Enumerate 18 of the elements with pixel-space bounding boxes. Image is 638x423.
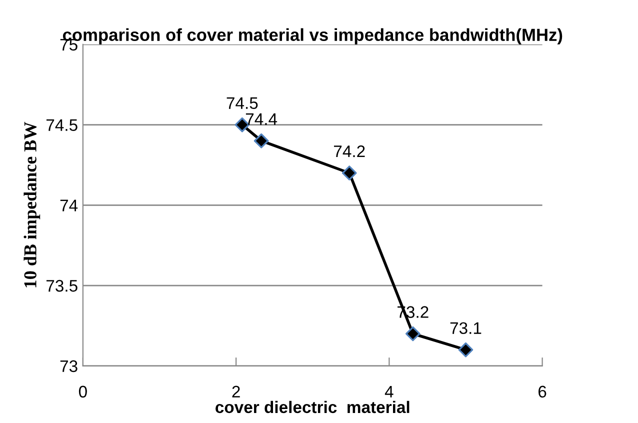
y-tick-label: 73: [60, 360, 78, 372]
point: [254, 133, 269, 148]
x-axis-title: cover dielectric material: [216, 400, 410, 414]
y-tick-label: 73.5: [46, 280, 78, 292]
data-label: 74.5: [226, 97, 258, 109]
point: [405, 326, 420, 342]
y-axis-title: 10 dB impedance BW: [24, 122, 40, 288]
x-tick-label: 0: [78, 386, 87, 398]
x-tick-label: 2: [232, 386, 240, 398]
y-tick-label: 74: [60, 200, 78, 212]
data-label: 73.1: [450, 322, 482, 334]
x-tick-label: 4: [384, 386, 394, 398]
data-label: 74.4: [246, 113, 278, 125]
data-label: 74.2: [334, 145, 365, 158]
y-tick-label: 74.5: [46, 119, 78, 131]
x-tick-label: 6: [538, 386, 546, 398]
point: [342, 166, 357, 180]
point: [458, 342, 474, 358]
